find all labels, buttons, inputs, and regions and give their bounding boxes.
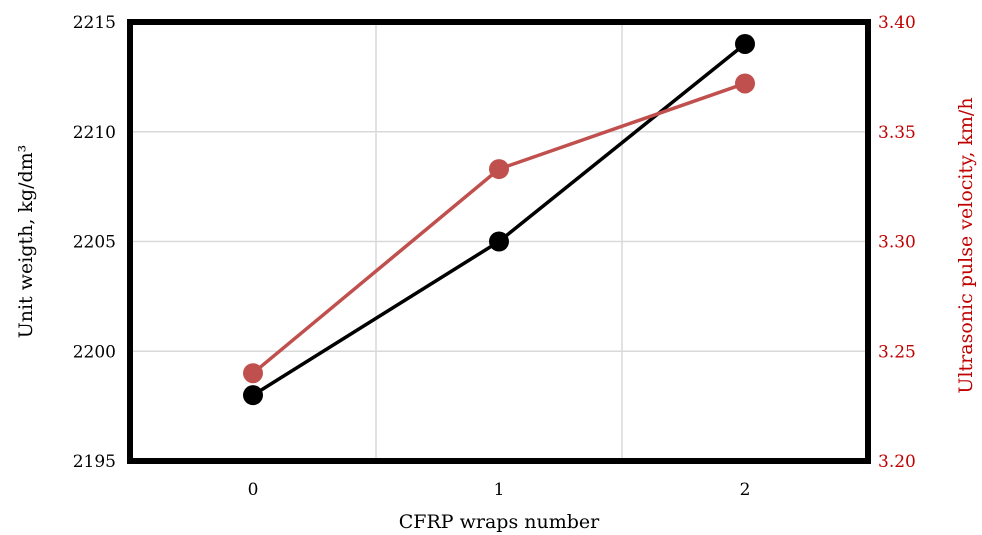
y-right-tick-label: 3.25 <box>878 342 916 362</box>
y-right-tick-label: 3.20 <box>878 452 916 472</box>
y-left-tick-label: 2200 <box>73 342 116 362</box>
data-point-left <box>735 33 755 54</box>
y-left-tick-label: 2195 <box>73 452 116 472</box>
data-point-left <box>243 385 263 406</box>
x-tick-label: 1 <box>494 480 505 500</box>
y-right-tick-label: 3.30 <box>878 233 916 253</box>
y-left-tick-label: 2210 <box>73 123 116 143</box>
y-axis-left-label: Unit weigth, kg/dm³ <box>15 145 37 339</box>
data-point-right <box>489 159 509 180</box>
plot-area-frame <box>127 19 871 464</box>
series-layer <box>243 33 755 406</box>
y-right-tick-label: 3.35 <box>878 123 916 143</box>
tick-labels: 2195 2200 2205 2210 2215 3.20 3.25 3.30 3.35 3.40… <box>73 13 916 500</box>
x-tick-label: 2 <box>740 480 751 500</box>
y-left-tick-label: 2205 <box>73 233 116 253</box>
y-axis-right-label: Ultrasonic pulse velocity, km/h <box>955 97 977 393</box>
data-point-right <box>735 73 755 94</box>
series-line-left <box>252 42 747 397</box>
series-line-right <box>251 81 746 375</box>
y-right-tick-label: 3.40 <box>878 13 916 33</box>
y-left-tick-label: 2215 <box>73 13 116 33</box>
x-axis-label: CFRP wraps number <box>399 511 600 533</box>
data-point-left <box>489 231 509 252</box>
data-point-right <box>243 363 263 384</box>
x-tick-label: 0 <box>248 480 259 500</box>
